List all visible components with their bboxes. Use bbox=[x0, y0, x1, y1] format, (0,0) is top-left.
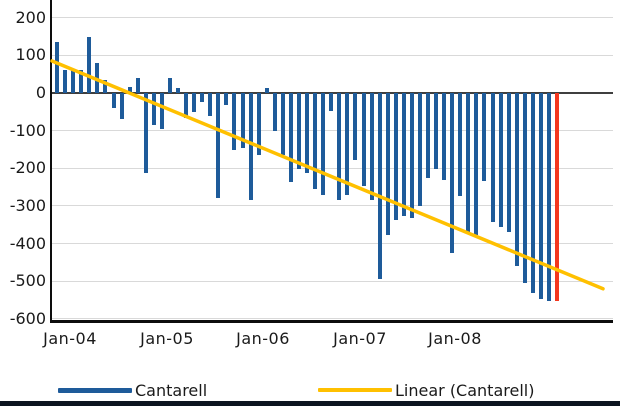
bar bbox=[393, 93, 398, 220]
bar bbox=[248, 93, 253, 201]
bar bbox=[506, 93, 511, 233]
bar bbox=[288, 93, 293, 182]
bar bbox=[143, 93, 148, 173]
bar bbox=[337, 93, 342, 201]
gridline--400 bbox=[52, 243, 613, 245]
bar bbox=[498, 93, 503, 227]
x-axis-line bbox=[50, 320, 613, 323]
bar bbox=[377, 93, 382, 280]
bar bbox=[345, 93, 350, 195]
plot-area: 200 100 0 -100 -200 -300 -400 -500 -600 Jan-04 Jan… bbox=[9, 0, 613, 348]
y-axis-tick-label: 100 bbox=[15, 45, 46, 65]
bar bbox=[305, 93, 309, 173]
bar bbox=[547, 93, 551, 301]
x-axis-tick-label: Jan-08 bbox=[428, 329, 482, 348]
bar bbox=[482, 93, 487, 182]
bar bbox=[329, 93, 334, 112]
bar bbox=[490, 93, 495, 223]
bar bbox=[361, 93, 366, 187]
bar bbox=[450, 93, 455, 253]
bar bbox=[79, 69, 84, 93]
bottom-edge-strip bbox=[0, 401, 620, 406]
bar bbox=[167, 77, 172, 93]
y-axis-tick-label: -100 bbox=[9, 120, 46, 140]
bar bbox=[111, 93, 116, 109]
bar bbox=[192, 93, 197, 112]
x-axis-tick-label: Jan-07 bbox=[333, 329, 387, 348]
bar bbox=[514, 93, 519, 267]
legend-item-linear-cantarell: Linear (Cantarell) bbox=[318, 380, 535, 400]
bar bbox=[385, 93, 390, 235]
bar bbox=[216, 93, 221, 198]
bar bbox=[151, 93, 156, 125]
gridline--200 bbox=[52, 167, 613, 169]
bar bbox=[313, 93, 318, 189]
bar bbox=[434, 93, 439, 170]
bar bbox=[119, 93, 124, 120]
bar bbox=[264, 88, 269, 93]
y-axis-tick-label: -200 bbox=[9, 158, 46, 178]
bar bbox=[442, 93, 447, 181]
bar bbox=[184, 93, 188, 118]
gridline-100 bbox=[52, 54, 613, 56]
bar bbox=[87, 37, 92, 93]
y-axis-tick-label: -500 bbox=[9, 271, 46, 291]
bar bbox=[256, 93, 261, 156]
bar bbox=[530, 93, 535, 293]
cantarell-line-swatch bbox=[58, 387, 132, 393]
gridline--100 bbox=[52, 130, 613, 132]
legend-label-linear-cantarell: Linear (Cantarell) bbox=[395, 380, 535, 400]
y-axis-tick-label: -600 bbox=[9, 308, 46, 328]
y-axis-tick-label: 200 bbox=[15, 7, 46, 27]
bar bbox=[538, 93, 543, 300]
bar bbox=[176, 87, 180, 93]
bar bbox=[280, 93, 285, 156]
bar bbox=[200, 93, 205, 103]
x-axis-tick-label: Jan-04 bbox=[43, 329, 97, 348]
bar bbox=[103, 79, 108, 93]
bar bbox=[208, 93, 213, 116]
bar bbox=[296, 93, 301, 170]
bar bbox=[401, 93, 406, 217]
bar bbox=[458, 93, 463, 197]
gridline--600 bbox=[52, 318, 613, 320]
bar-highlighted bbox=[555, 93, 559, 301]
linear-trend-line bbox=[50, 59, 605, 291]
linear-trend-swatch bbox=[318, 388, 392, 392]
x-axis-tick-label: Jan-05 bbox=[140, 329, 194, 348]
bar bbox=[232, 93, 237, 151]
x-axis-tick-label: Jan-06 bbox=[236, 329, 290, 348]
legend-item-cantarell: Cantarell bbox=[58, 380, 208, 400]
bar bbox=[71, 68, 76, 93]
y-axis-line bbox=[50, 0, 52, 322]
y-axis-tick-label: 0 bbox=[35, 83, 46, 102]
trend-line-layer bbox=[50, 59, 605, 291]
bar bbox=[159, 93, 164, 129]
bar bbox=[224, 93, 229, 105]
bar bbox=[353, 93, 358, 160]
bar bbox=[522, 93, 527, 284]
bar bbox=[369, 93, 374, 200]
gridline-200 bbox=[52, 17, 613, 19]
y-axis-tick-label: -300 bbox=[9, 195, 46, 215]
bar bbox=[135, 77, 140, 93]
bar bbox=[240, 93, 245, 148]
bar bbox=[417, 93, 422, 206]
gridline--500 bbox=[52, 280, 613, 282]
bar bbox=[63, 69, 68, 93]
bar bbox=[426, 93, 430, 178]
bar bbox=[55, 42, 59, 93]
bar bbox=[272, 93, 277, 131]
legend: Cantarell Linear (Cantarell) bbox=[0, 380, 620, 400]
bar bbox=[127, 87, 132, 93]
legend-label-cantarell: Cantarell bbox=[135, 380, 208, 400]
y-axis-tick-label: -400 bbox=[9, 233, 46, 253]
bar bbox=[474, 93, 479, 235]
bar bbox=[466, 93, 471, 233]
gridline--300 bbox=[52, 205, 613, 207]
bar bbox=[321, 93, 326, 195]
bar bbox=[409, 93, 414, 218]
